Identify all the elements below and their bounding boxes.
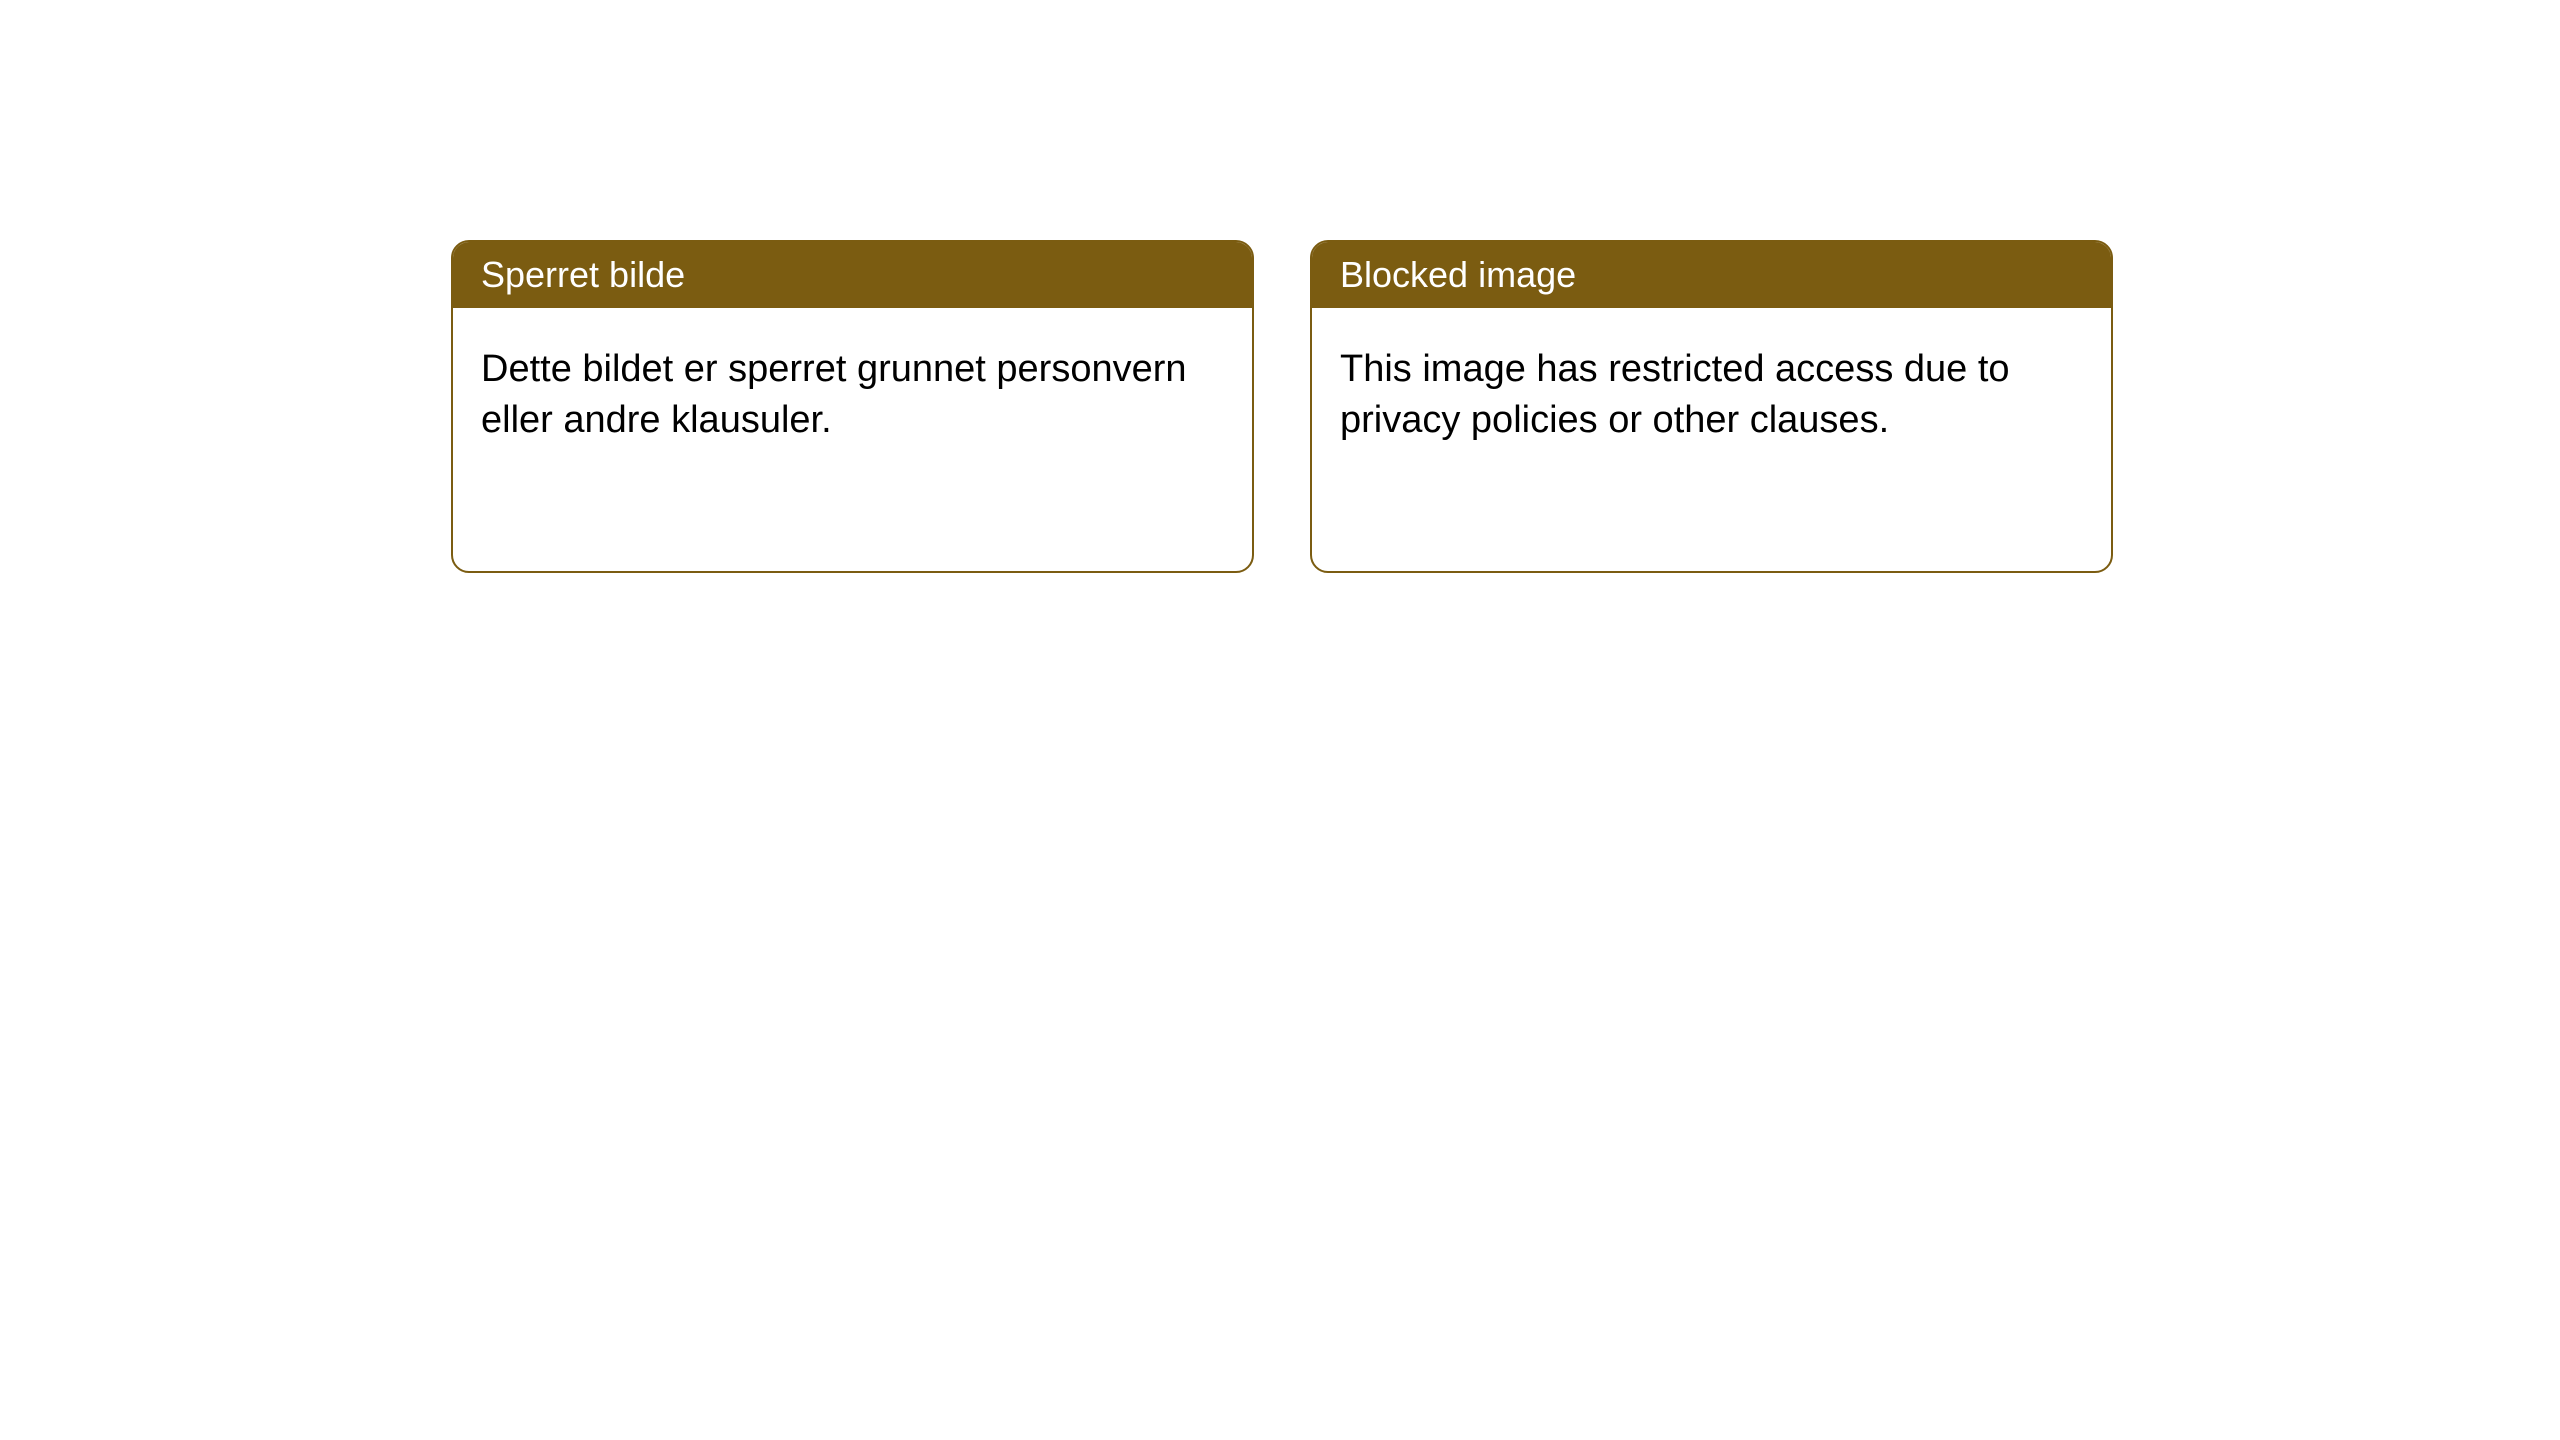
notice-card-body: This image has restricted access due to … <box>1312 308 2111 483</box>
notice-card-text: Dette bildet er sperret grunnet personve… <box>481 348 1187 441</box>
notice-card-english: Blocked image This image has restricted … <box>1310 240 2113 573</box>
notice-card-text: This image has restricted access due to … <box>1340 348 2010 441</box>
notice-container: Sperret bilde Dette bildet er sperret gr… <box>451 240 2113 573</box>
notice-card-title: Sperret bilde <box>481 254 685 295</box>
notice-card-body: Dette bildet er sperret grunnet personve… <box>453 308 1252 483</box>
notice-card-title: Blocked image <box>1340 254 1576 295</box>
notice-card-norwegian: Sperret bilde Dette bildet er sperret gr… <box>451 240 1254 573</box>
notice-card-header: Blocked image <box>1312 242 2111 308</box>
notice-card-header: Sperret bilde <box>453 242 1252 308</box>
